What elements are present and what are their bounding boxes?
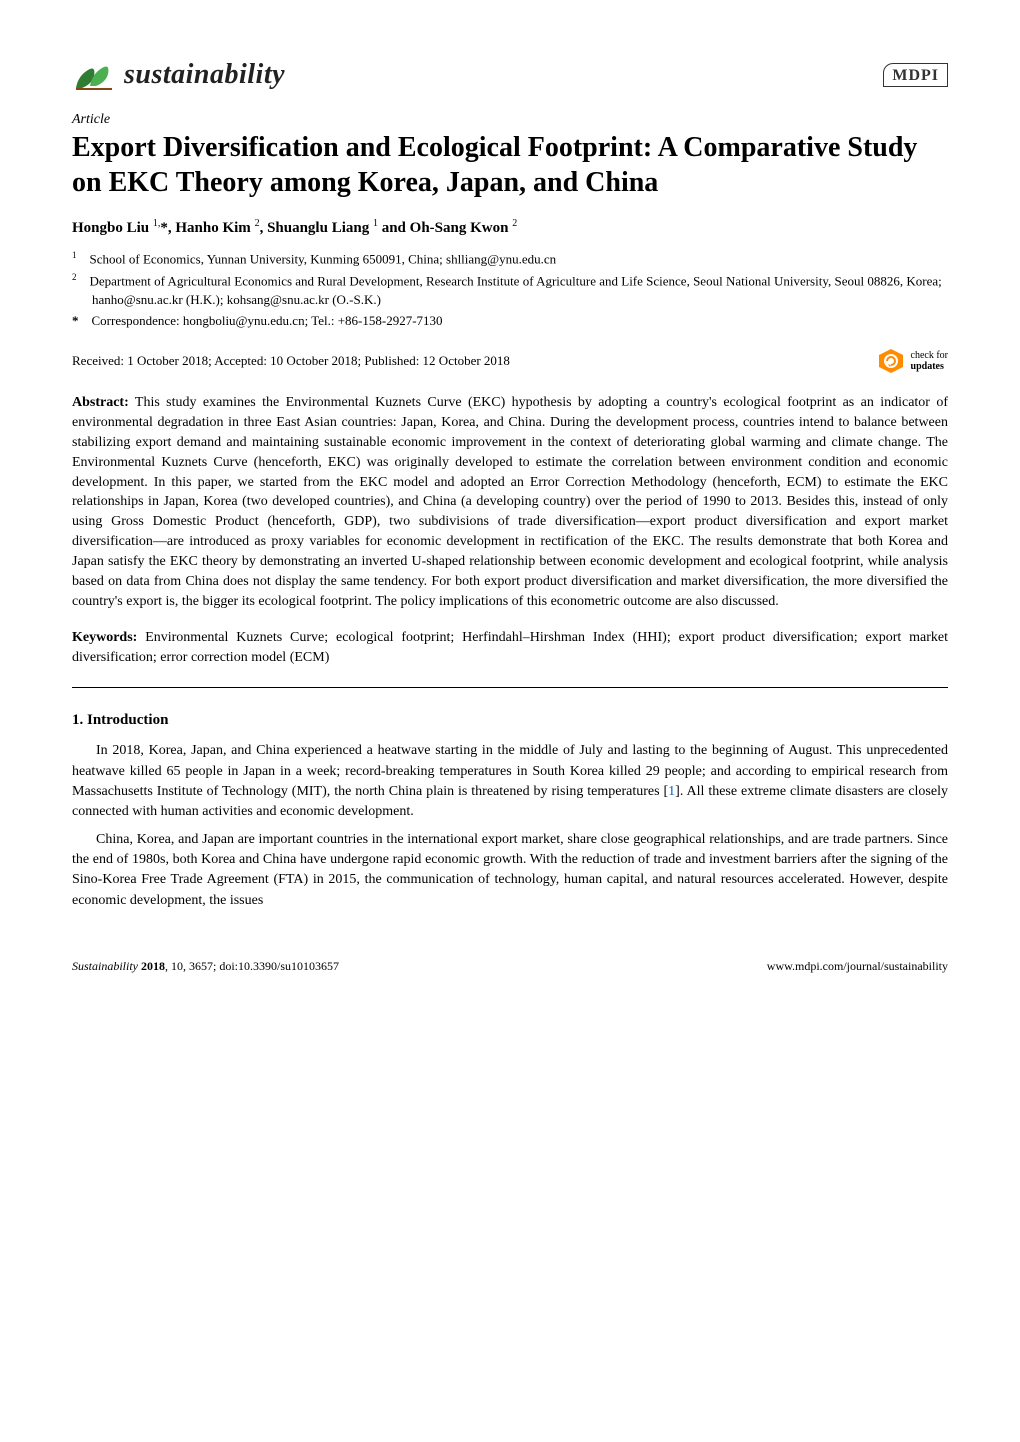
header-bar: sustainability MDPI xyxy=(72,56,948,94)
journal-logo: sustainability xyxy=(72,56,285,94)
check-updates-text: check for updates xyxy=(911,350,948,372)
publisher-logo: MDPI xyxy=(883,63,948,87)
intro-para-2: China, Korea, and Japan are important co… xyxy=(72,830,948,911)
divider-rule xyxy=(72,687,948,688)
footer-journal: Sustainability xyxy=(72,959,141,973)
affiliation-2: 2 Department of Agricultural Economics a… xyxy=(72,271,948,310)
abstract-text: This study examines the Environmental Ku… xyxy=(72,395,948,609)
abstract-block: Abstract: This study examines the Enviro… xyxy=(72,393,948,612)
intro-para-1: In 2018, Korea, Japan, and China experie… xyxy=(72,741,948,822)
footer-citation: , 10, 3657; doi:10.3390/su10103657 xyxy=(165,959,339,973)
article-title: Export Diversification and Ecological Fo… xyxy=(72,130,948,200)
authors-line: Hongbo Liu 1,*, Hanho Kim 2, Shuanglu Li… xyxy=(72,218,948,237)
dates-row: Received: 1 October 2018; Accepted: 10 O… xyxy=(72,347,948,375)
footer-year: 2018 xyxy=(141,959,165,973)
leaf-icon xyxy=(72,56,116,94)
footer-right: www.mdpi.com/journal/sustainability xyxy=(767,959,948,974)
article-type-label: Article xyxy=(72,112,948,128)
keywords-label: Keywords: xyxy=(72,630,137,645)
correspondence: * Correspondence: hongboliu@ynu.edu.cn; … xyxy=(72,312,948,331)
check-line1: check for xyxy=(911,350,948,361)
keywords-block: Keywords: Environmental Kuznets Curve; e… xyxy=(72,628,948,668)
publication-dates: Received: 1 October 2018; Accepted: 10 O… xyxy=(72,353,510,369)
keywords-text: Environmental Kuznets Curve; ecological … xyxy=(72,630,948,665)
check-updates-icon xyxy=(877,347,905,375)
section-1-heading: 1. Introduction xyxy=(72,712,948,729)
page-footer: Sustainability 2018, 10, 3657; doi:10.33… xyxy=(72,959,948,974)
check-line2: updates xyxy=(911,361,944,372)
abstract-label: Abstract: xyxy=(72,395,129,410)
footer-left: Sustainability 2018, 10, 3657; doi:10.33… xyxy=(72,959,339,974)
check-updates-badge[interactable]: check for updates xyxy=(877,347,948,375)
affiliation-1: 1 School of Economics, Yunnan University… xyxy=(72,249,948,269)
journal-name: sustainability xyxy=(124,59,285,91)
